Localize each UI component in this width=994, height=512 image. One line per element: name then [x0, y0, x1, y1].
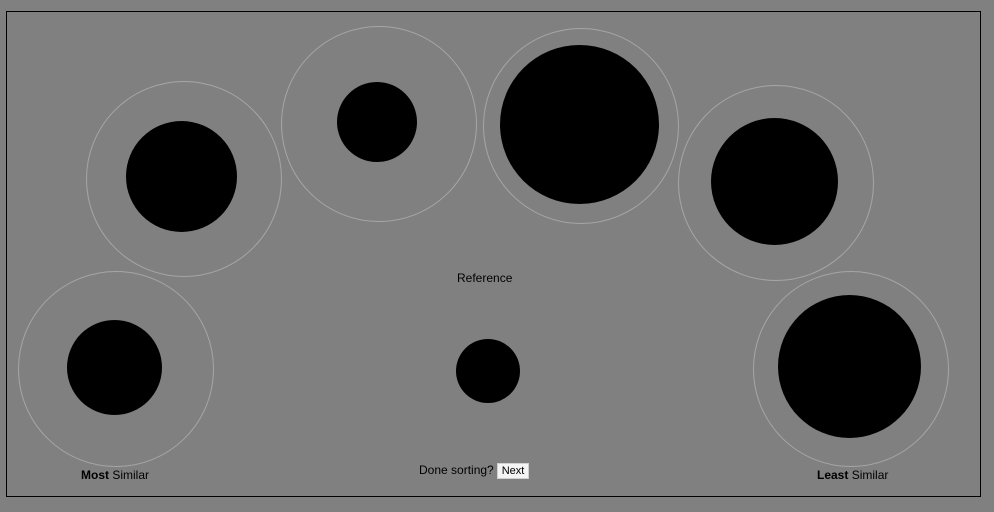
most-similar-label-rest: Similar	[109, 468, 150, 482]
item-slot-ring	[86, 81, 282, 277]
done-sorting-prompt: Done sorting?	[419, 463, 494, 477]
task-frame	[6, 11, 981, 497]
item-slot-ring	[18, 271, 214, 467]
next-button[interactable]: Next	[497, 463, 529, 479]
sortable-disc[interactable]	[711, 118, 838, 245]
item-slot-ring	[678, 85, 874, 281]
sortable-disc[interactable]	[337, 82, 417, 162]
item-slot-ring	[753, 271, 949, 467]
sortable-disc[interactable]	[500, 45, 659, 204]
reference-label: Reference	[457, 271, 513, 285]
sortable-disc[interactable]	[778, 295, 921, 438]
item-slot-ring	[281, 26, 477, 222]
least-similar-label-rest: Similar	[848, 468, 889, 482]
most-similar-label: Most Similar	[81, 468, 149, 482]
sortable-disc[interactable]	[67, 320, 162, 415]
sortable-disc[interactable]	[126, 121, 237, 232]
item-slot-ring	[483, 28, 679, 224]
reference-disc	[456, 339, 520, 403]
most-similar-label-bold: Most	[81, 468, 109, 482]
least-similar-label: Least Similar	[817, 468, 888, 482]
least-similar-label-bold: Least	[817, 468, 849, 482]
